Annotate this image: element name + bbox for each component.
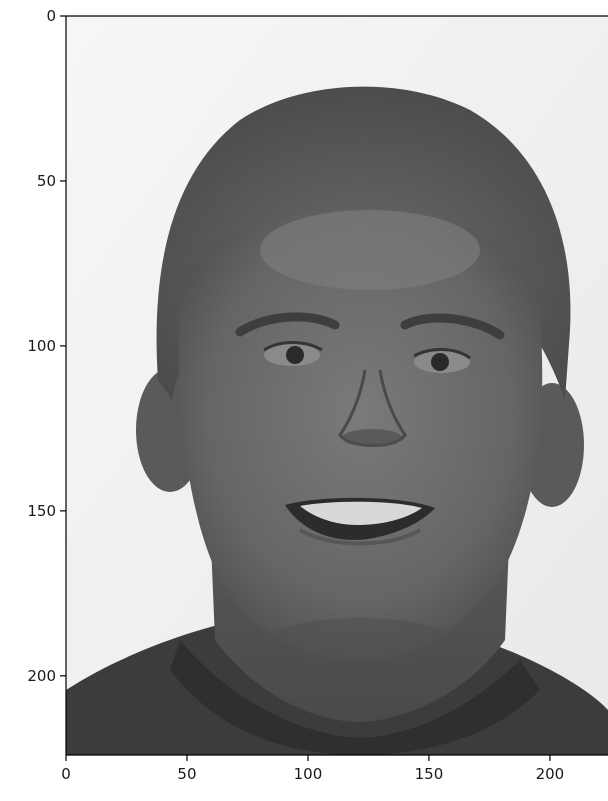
- left-eye: [263, 341, 323, 366]
- teeth: [300, 501, 422, 525]
- x-ticks: 0 50 100 150 200: [61, 755, 564, 783]
- right-eye: [413, 348, 471, 373]
- axes: 0 50 100 150 200 0 50 100 150 200: [27, 7, 608, 783]
- x-tick-label: 150: [415, 765, 444, 783]
- forehead-highlight: [260, 210, 480, 290]
- x-tick-label: 200: [536, 765, 565, 783]
- x-tick-label: 50: [177, 765, 196, 783]
- y-tick-label: 200: [27, 667, 56, 685]
- lower-lip: [298, 528, 422, 546]
- y-tick-label: 50: [37, 172, 56, 190]
- y-tick-label: 150: [27, 502, 56, 520]
- x-tick-label: 0: [61, 765, 71, 783]
- y-tick-label: 100: [27, 337, 56, 355]
- nose-shadow: [342, 429, 402, 447]
- x-tick-label: 100: [294, 765, 323, 783]
- left-eyebrow: [235, 312, 340, 337]
- right-eyebrow: [400, 313, 505, 340]
- shirt-collar: [170, 640, 540, 755]
- y-ticks: 0 50 100 150 200: [27, 7, 66, 685]
- photo: [66, 16, 608, 755]
- y-tick-label: 0: [46, 7, 56, 25]
- chin-shadow: [270, 618, 450, 662]
